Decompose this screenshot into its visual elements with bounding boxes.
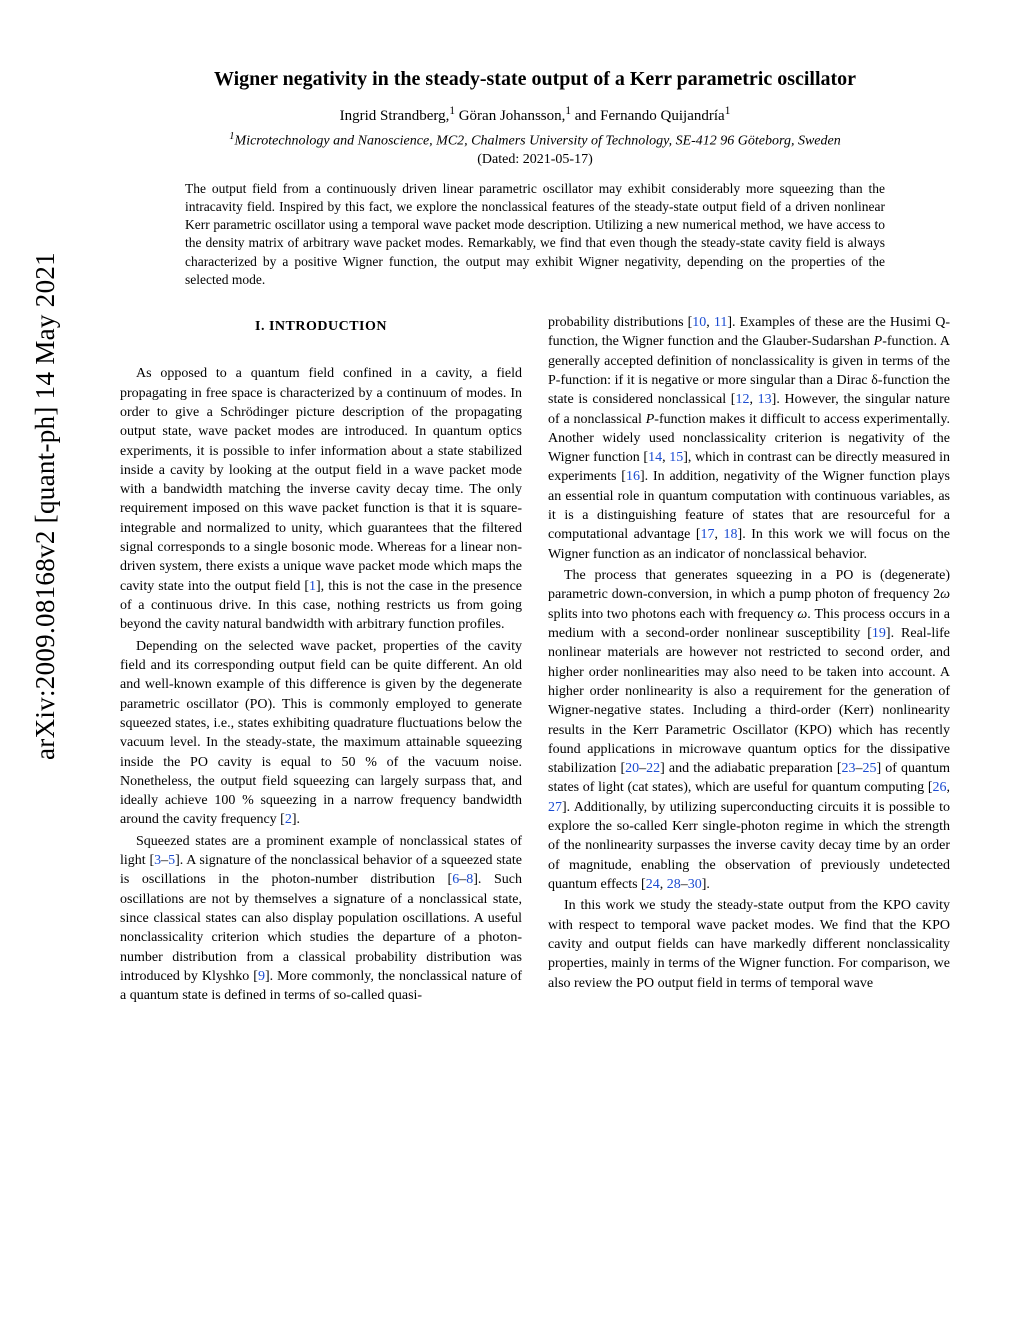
paragraph: As opposed to a quantum field confined i… <box>120 364 522 634</box>
paper-title: Wigner negativity in the steady-state ou… <box>120 68 950 91</box>
paper-page: Wigner negativity in the steady-state ou… <box>0 0 1020 1058</box>
left-column: I. INTRODUCTION As opposed to a quantum … <box>120 313 522 1008</box>
abstract-block: The output field from a continuously dri… <box>185 180 885 289</box>
affiliation-line: 1Microtechnology and Nanoscience, MC2, C… <box>120 131 950 150</box>
paragraph: In this work we study the steady-state o… <box>548 896 950 993</box>
authors-line: Ingrid Strandberg,1 Göran Johansson,1 an… <box>120 105 950 125</box>
dated-line: (Dated: 2021-05-17) <box>120 152 950 168</box>
paragraph: The process that generates squeezing in … <box>548 566 950 894</box>
two-column-body: I. INTRODUCTION As opposed to a quantum … <box>120 313 950 1008</box>
section-heading-intro: I. INTRODUCTION <box>120 317 522 336</box>
paragraph: Squeezed states are a prominent example … <box>120 832 522 1006</box>
right-column: probability distributions [10, 11]. Exam… <box>548 313 950 1008</box>
paragraph: Depending on the selected wave packet, p… <box>120 637 522 830</box>
paragraph: probability distributions [10, 11]. Exam… <box>548 313 950 564</box>
